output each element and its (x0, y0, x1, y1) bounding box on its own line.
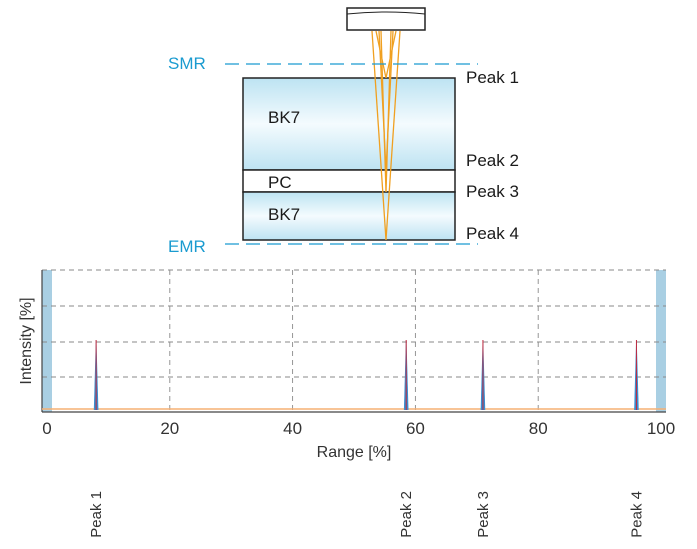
x-tick-label: 80 (529, 419, 548, 438)
layer-bk7-bottom (242, 191, 456, 241)
sensor-head (346, 7, 426, 31)
x-tick-label: 0 (42, 419, 51, 438)
range-edge-right (656, 270, 666, 412)
x-tick-label: 20 (160, 419, 179, 438)
layer-label-bk7-top: BK7 (268, 108, 300, 127)
smr-label: SMR (168, 54, 206, 73)
intensity-chart: 0 20 40 60 80 100 Range [%] Intensity [%] Pea… (18, 269, 675, 538)
peak-label-3: Peak 3 (466, 182, 519, 201)
peak-position-label-4: Peak 4 (628, 491, 645, 538)
beam (371, 30, 401, 241)
emr-label: EMR (168, 237, 206, 256)
x-tick-label: 100 (647, 419, 675, 438)
layer-label-bk7-bottom: BK7 (268, 205, 300, 224)
x-tick-labels: 0 20 40 60 80 100 (42, 419, 675, 438)
x-tick-label: 60 (406, 419, 425, 438)
range-edge-left (42, 270, 52, 412)
layer-bk7-top (242, 77, 456, 171)
peak-position-label-3: Peak 3 (475, 491, 492, 538)
layer-stack (242, 77, 456, 241)
x-tick-label: 40 (283, 419, 302, 438)
peak-label-4: Peak 4 (466, 224, 519, 243)
peak-label-1: Peak 1 (466, 68, 519, 87)
chart-peaks (93, 339, 639, 411)
peak-label-2: Peak 2 (466, 151, 519, 170)
x-axis-title: Range [%] (317, 444, 392, 461)
peak-position-label-1: Peak 1 (88, 491, 105, 538)
y-axis-title: Intensity [%] (18, 297, 35, 384)
chart-grid (42, 269, 666, 412)
layer-label-pc: PC (268, 173, 292, 192)
peak-position-label-2: Peak 2 (398, 491, 415, 538)
peak-position-labels: Peak 1 Peak 2 Peak 3 Peak 4 (88, 491, 645, 538)
